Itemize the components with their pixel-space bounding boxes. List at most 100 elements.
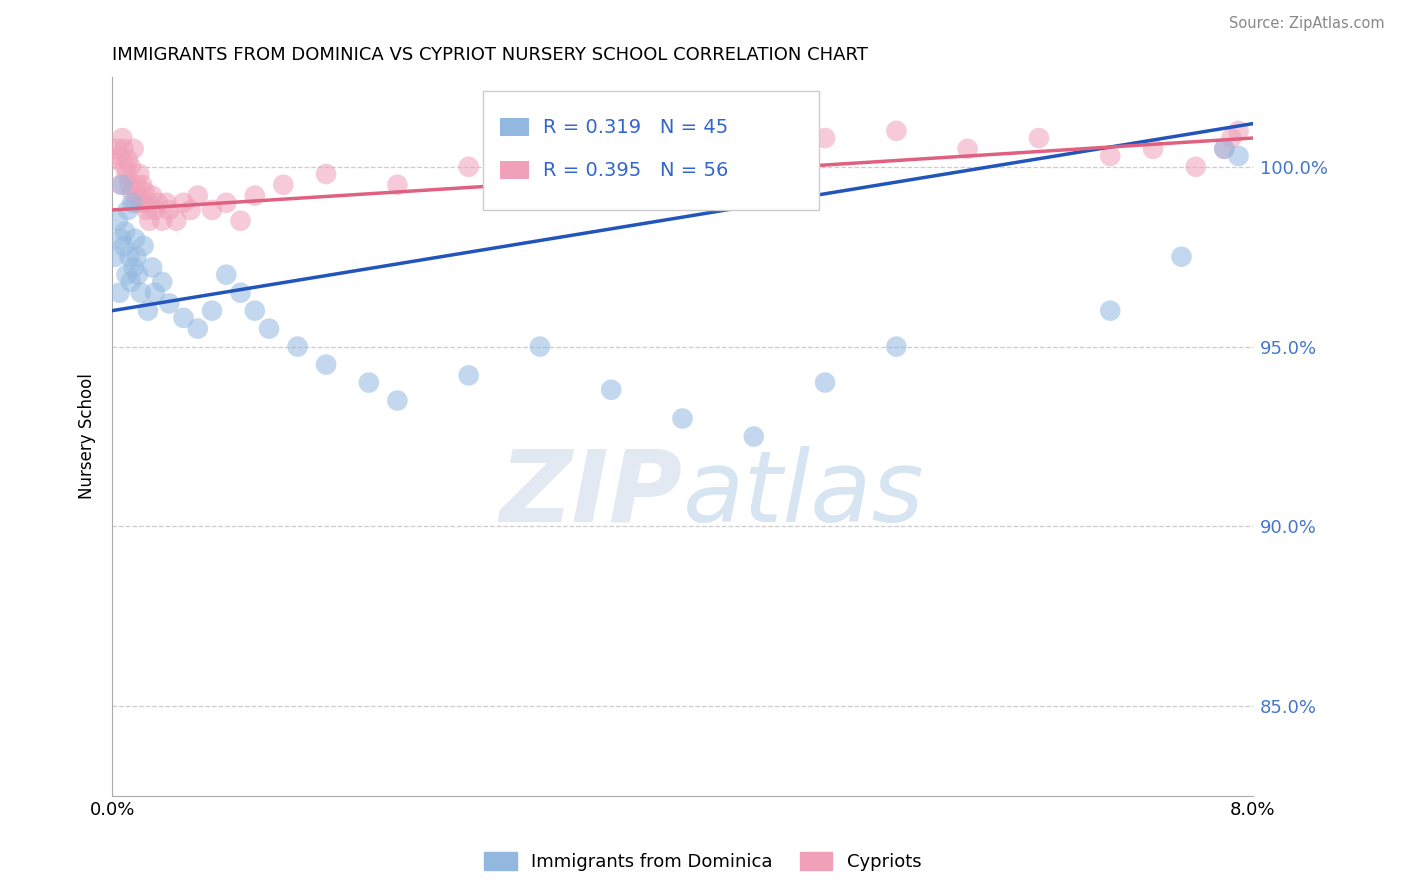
Point [111, 131, 134, 145]
Text: IMMIGRANTS FROM DOMINICA VS CYPRIOT NURSERY SCHOOL CORRELATION CHART: IMMIGRANTS FROM DOMINICA VS CYPRIOT NURS… [112, 46, 868, 64]
Point [229, 285, 252, 300]
Point [457, 160, 479, 174]
Point [814, 376, 837, 390]
Point [110, 232, 132, 246]
Point [122, 142, 145, 156]
Text: R = 0.395   N = 56: R = 0.395 N = 56 [543, 161, 728, 180]
Point [107, 213, 129, 227]
Point [956, 142, 979, 156]
Point [143, 202, 166, 217]
Point [128, 167, 150, 181]
Point [1099, 149, 1122, 163]
Point [1142, 142, 1164, 156]
Point [187, 188, 209, 202]
Point [150, 213, 173, 227]
Point [287, 340, 309, 354]
Point [1227, 149, 1250, 163]
Point [112, 239, 135, 253]
Point [121, 185, 143, 199]
Point [742, 429, 765, 443]
Point [121, 195, 143, 210]
Point [671, 131, 693, 145]
Point [814, 131, 837, 145]
Point [157, 202, 180, 217]
Point [124, 232, 146, 246]
Point [315, 358, 337, 372]
Point [457, 368, 479, 383]
Point [127, 268, 149, 282]
Point [1220, 131, 1243, 145]
Point [117, 153, 139, 167]
Text: ZIP: ZIP [499, 446, 682, 542]
Point [1213, 142, 1236, 156]
Point [173, 310, 195, 325]
Point [215, 268, 238, 282]
Point [315, 167, 337, 181]
Point [132, 239, 155, 253]
Point [136, 303, 159, 318]
Point [150, 275, 173, 289]
Point [122, 260, 145, 275]
Point [201, 202, 224, 217]
Point [1184, 160, 1206, 174]
Point [600, 383, 623, 397]
Point [108, 149, 131, 163]
Point [104, 250, 127, 264]
Point [886, 340, 908, 354]
Point [243, 188, 266, 202]
Point [1227, 124, 1250, 138]
Point [131, 178, 153, 192]
Point [104, 153, 127, 167]
Point [141, 260, 163, 275]
FancyBboxPatch shape [482, 91, 820, 210]
Point [124, 195, 146, 210]
Point [387, 178, 409, 192]
Point [143, 285, 166, 300]
Point [118, 178, 141, 192]
Point [273, 178, 295, 192]
Point [114, 225, 136, 239]
Point [118, 250, 141, 264]
Point [165, 213, 187, 227]
Point [114, 160, 136, 174]
Point [135, 202, 157, 217]
Point [129, 285, 152, 300]
Point [529, 340, 551, 354]
Point [110, 178, 132, 192]
Text: R = 0.319   N = 45: R = 0.319 N = 45 [543, 118, 728, 136]
Point [157, 296, 180, 310]
Point [180, 202, 202, 217]
Point [215, 195, 238, 210]
Legend: Immigrants from Dominica, Cypriots: Immigrants from Dominica, Cypriots [477, 845, 929, 879]
Point [187, 321, 209, 335]
Point [132, 195, 155, 210]
Point [108, 285, 131, 300]
Point [1099, 303, 1122, 318]
Point [600, 142, 623, 156]
Point [173, 195, 195, 210]
Point [112, 142, 135, 156]
Point [120, 275, 142, 289]
Point [742, 142, 765, 156]
Point [117, 202, 139, 217]
Point [201, 303, 224, 318]
Point [111, 178, 134, 192]
Point [141, 188, 163, 202]
Text: atlas: atlas [682, 446, 924, 542]
Point [138, 213, 160, 227]
Y-axis label: Nursery School: Nursery School [79, 374, 96, 500]
Point [671, 411, 693, 425]
Point [146, 195, 169, 210]
FancyBboxPatch shape [501, 161, 529, 179]
Point [1170, 250, 1192, 264]
Point [529, 153, 551, 167]
Point [134, 185, 156, 199]
Point [229, 213, 252, 227]
Point [387, 393, 409, 408]
Point [120, 160, 142, 174]
Point [127, 188, 149, 202]
Text: Source: ZipAtlas.com: Source: ZipAtlas.com [1229, 16, 1385, 31]
Point [1213, 142, 1236, 156]
Point [243, 303, 266, 318]
Point [129, 195, 152, 210]
